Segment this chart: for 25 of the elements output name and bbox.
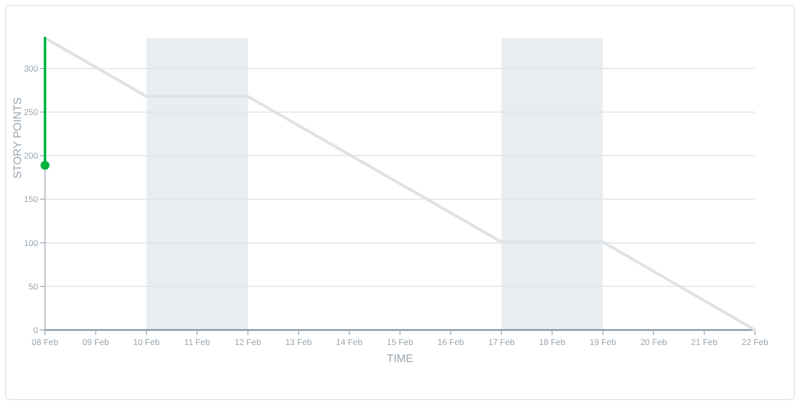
y-tick-label: 300: [24, 63, 38, 74]
x-tick-label: 16 Feb: [437, 337, 464, 347]
x-tick-label: 22 Feb: [742, 337, 768, 347]
x-tick-label: 10 Feb: [133, 337, 160, 347]
x-tick-label: 14 Feb: [336, 337, 363, 347]
y-tick-label: 50: [28, 281, 38, 292]
line-series: [44, 36, 756, 332]
y-axis-title: STORY POINTS: [12, 97, 24, 179]
x-tick-label: 12 Feb: [234, 337, 262, 347]
x-tick-label: 17 Feb: [488, 337, 515, 347]
y-tick-label: 0: [33, 324, 38, 335]
x-tick-label: 08 Feb: [32, 337, 58, 347]
x-tick-label: 11 Feb: [184, 337, 210, 347]
y-tick-label: 250: [24, 107, 38, 118]
x-axis-title: TIME: [386, 353, 414, 365]
x-tick-label: 09 Feb: [82, 337, 110, 347]
x-tick-label: 13 Feb: [285, 337, 312, 347]
x-tick-label: 20 Feb: [640, 337, 668, 347]
x-tick-label: 19 Feb: [590, 337, 616, 347]
x-tick-label: 15 Feb: [386, 337, 414, 347]
y-tick-label: 150: [24, 194, 38, 204]
x-tick-label: 18 Feb: [538, 337, 566, 347]
x-tick-label: 21 Feb: [691, 337, 718, 347]
y-tick-label: 200: [24, 150, 38, 161]
y-tick-label: 100: [24, 238, 38, 248]
